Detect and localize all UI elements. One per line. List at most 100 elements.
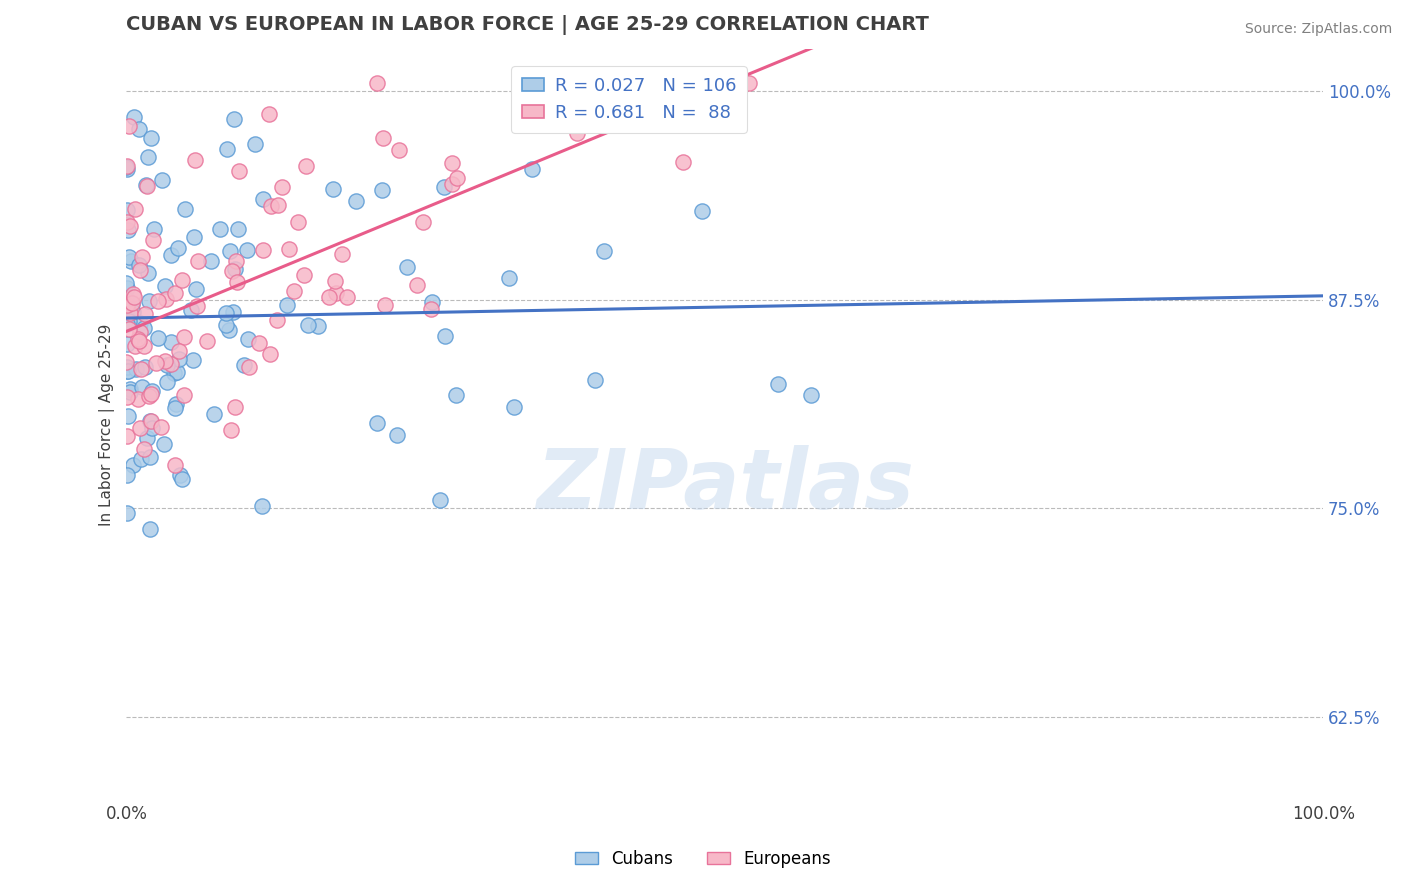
Point (120, 385, 142, 400)
Point (174, 202, 197, 216)
Point (118, 250, 141, 264)
Point (162, 366, 184, 380)
Point (115, 355, 138, 369)
Legend: R = 0.027   N = 106, R = 0.681   N =  88: R = 0.027 N = 106, R = 0.681 N = 88 (512, 66, 747, 133)
Point (139, 414, 162, 428)
Point (307, 318, 329, 333)
Point (115, 467, 138, 482)
Point (370, 183, 392, 197)
Point (152, 437, 174, 451)
Point (221, 263, 243, 277)
Point (224, 400, 246, 414)
Point (127, 332, 149, 346)
Point (325, 285, 347, 300)
Point (122, 110, 145, 124)
Point (148, 331, 170, 345)
Point (141, 414, 163, 428)
Point (118, 305, 141, 319)
Point (226, 222, 249, 236)
Point (115, 159, 138, 173)
Point (120, 254, 142, 268)
Point (195, 334, 218, 348)
Point (163, 401, 186, 415)
Point (173, 388, 195, 402)
Point (225, 253, 247, 268)
Point (134, 442, 156, 457)
Point (440, 178, 463, 192)
Point (169, 467, 191, 482)
Point (606, 76, 628, 90)
Point (235, 244, 257, 258)
Point (131, 250, 153, 264)
Point (252, 192, 274, 206)
Point (583, 373, 606, 387)
Point (224, 262, 246, 277)
Point (170, 273, 193, 287)
Point (266, 313, 288, 327)
Point (128, 334, 150, 348)
Point (159, 335, 181, 350)
Point (387, 428, 409, 442)
Point (344, 194, 367, 208)
Point (276, 297, 298, 311)
Point (565, 126, 588, 140)
Point (292, 268, 315, 283)
Point (180, 303, 202, 318)
Point (440, 155, 463, 169)
Point (117, 298, 139, 312)
Point (117, 310, 139, 325)
Point (672, 154, 695, 169)
Point (366, 76, 388, 90)
Point (215, 318, 238, 332)
Point (135, 179, 157, 194)
Point (134, 306, 156, 320)
Point (247, 336, 270, 351)
Point (155, 292, 177, 306)
Point (115, 317, 138, 331)
Point (271, 180, 294, 194)
Point (172, 472, 194, 486)
Point (135, 178, 157, 192)
Point (117, 364, 139, 378)
Point (433, 180, 456, 194)
Text: Source: ZipAtlas.com: Source: ZipAtlas.com (1244, 22, 1392, 37)
Point (121, 305, 143, 319)
Point (115, 203, 138, 218)
Point (138, 294, 160, 309)
Point (323, 274, 346, 288)
Point (124, 202, 146, 216)
Point (593, 244, 616, 258)
Point (121, 297, 143, 311)
Point (150, 420, 173, 434)
Point (131, 380, 153, 394)
Point (139, 522, 162, 536)
Point (287, 215, 309, 229)
Point (186, 282, 208, 296)
Point (118, 314, 141, 328)
Point (219, 424, 242, 438)
Point (187, 254, 209, 268)
Point (156, 358, 179, 372)
Point (267, 198, 290, 212)
Point (222, 305, 245, 319)
Point (160, 247, 183, 261)
Point (115, 390, 138, 404)
Point (128, 258, 150, 272)
Point (122, 287, 145, 301)
Point (163, 285, 186, 300)
Point (405, 277, 427, 292)
Point (186, 299, 208, 313)
Point (141, 384, 163, 398)
Point (127, 392, 149, 407)
Point (134, 359, 156, 374)
Point (117, 409, 139, 424)
Point (141, 421, 163, 435)
Point (330, 247, 353, 261)
Point (129, 316, 152, 330)
Point (336, 290, 359, 304)
Point (135, 431, 157, 445)
Point (115, 215, 138, 229)
Point (167, 351, 190, 366)
Point (115, 161, 138, 176)
Point (136, 150, 159, 164)
